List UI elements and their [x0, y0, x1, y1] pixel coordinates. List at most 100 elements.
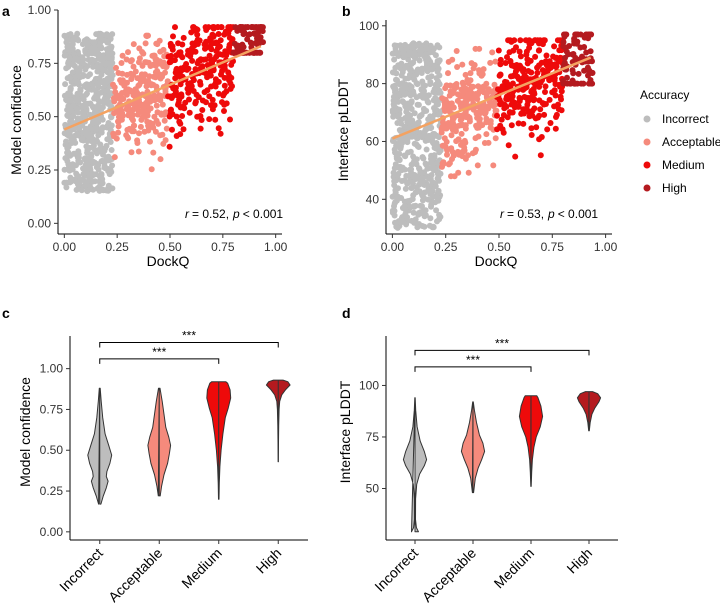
scatter-point [428, 73, 435, 80]
scatter-point [72, 78, 79, 84]
scatter-point [69, 161, 76, 168]
scatter-point [395, 50, 402, 57]
scatter-point [97, 43, 104, 50]
scatter-point [132, 68, 139, 75]
scatter-point [86, 186, 93, 193]
scatter-point [99, 180, 106, 187]
scatter-point [149, 52, 156, 59]
y-tick-label: 0.75 [28, 56, 52, 70]
significance-label: *** [152, 345, 166, 359]
scatter-point [179, 113, 186, 119]
scatter-point [445, 58, 452, 65]
scatter-point [221, 82, 228, 89]
scatter-point [413, 188, 420, 195]
scatter-point [408, 133, 415, 140]
scatter-point [503, 103, 510, 110]
scatter-point [84, 149, 91, 156]
scatter-point [218, 71, 224, 78]
scatter-point [467, 88, 474, 95]
x-tick-label: 0.25 [105, 240, 129, 254]
scatter-point [104, 69, 111, 76]
scatter-point [536, 136, 543, 143]
scatter-point [72, 35, 79, 42]
scatter-point [479, 122, 486, 129]
scatter-point [93, 126, 100, 133]
scatter-point [152, 74, 159, 81]
scatter-point [478, 72, 485, 79]
x-tick-label: 0.25 [434, 240, 458, 254]
scatter-point [467, 70, 474, 77]
scatter-point [440, 119, 446, 126]
scatter-point [108, 147, 115, 153]
scatter-point [190, 88, 197, 94]
scatter-point [458, 122, 465, 129]
scatter-point [545, 64, 551, 71]
scatter-point [65, 37, 72, 44]
scatter-point [543, 52, 550, 59]
scatter-point [401, 177, 408, 184]
scatter-point [192, 66, 199, 73]
scatter-point [512, 153, 519, 160]
scatter-point [128, 115, 135, 122]
scatter-point [409, 179, 416, 186]
scatter-point [434, 218, 440, 225]
scatter-point [74, 131, 81, 138]
scatter-point [157, 156, 164, 163]
scatter-point [466, 118, 473, 125]
x-tick-label: 1.00 [594, 240, 618, 254]
scatter-point [557, 93, 564, 100]
scatter-point [401, 83, 408, 90]
scatter-point [423, 45, 430, 52]
scatter-point [135, 82, 142, 89]
scatter-point [416, 165, 422, 172]
scatter-point [500, 112, 507, 119]
scatter-point [202, 45, 209, 52]
scatter-point [422, 212, 429, 219]
scatter-point [75, 154, 82, 161]
scatter-point [492, 107, 499, 114]
scatter-point [128, 76, 135, 83]
scatter-point [421, 108, 428, 115]
scatter-point [446, 160, 453, 167]
scatter-point [61, 166, 68, 173]
scatter-point [80, 96, 87, 103]
scatter-point [87, 135, 93, 142]
scatter-point [197, 81, 204, 88]
scatter-point [159, 59, 166, 66]
scatter-point [427, 215, 434, 222]
scatter-point [178, 93, 185, 100]
scatter-point [518, 110, 525, 117]
scatter-point [398, 72, 405, 79]
y-tick-label: 0.75 [40, 402, 64, 416]
scatter-point [136, 45, 143, 52]
scatter-point [86, 177, 93, 184]
scatter-point [110, 81, 116, 88]
scatter-point [507, 58, 514, 65]
x-category-label: Acceptable [419, 545, 479, 605]
scatter-point [462, 87, 469, 94]
scatter-point [487, 120, 494, 127]
scatter-point [145, 127, 152, 134]
scatter-point [141, 78, 148, 84]
scatter-point [436, 44, 443, 51]
scatter-point [390, 169, 397, 176]
scatter-point [411, 110, 418, 117]
scatter-point [448, 100, 455, 107]
x-category-label: Medium [491, 545, 538, 592]
scatter-point [82, 47, 89, 53]
scatter-point [125, 107, 132, 114]
scatter-point [504, 54, 510, 61]
scatter-point [209, 106, 216, 113]
scatter-point [241, 29, 248, 36]
scatter-point [179, 41, 186, 48]
panel-label-a: a [2, 3, 10, 19]
scatter-point [395, 80, 402, 87]
scatter-point [83, 39, 90, 46]
scatter-point [127, 58, 134, 65]
scatter-point [502, 60, 509, 66]
scatter-point [536, 62, 542, 69]
scatter-point [65, 60, 72, 67]
scatter-point [75, 109, 82, 116]
scatter-point [87, 144, 94, 151]
scatter-point [221, 108, 227, 114]
